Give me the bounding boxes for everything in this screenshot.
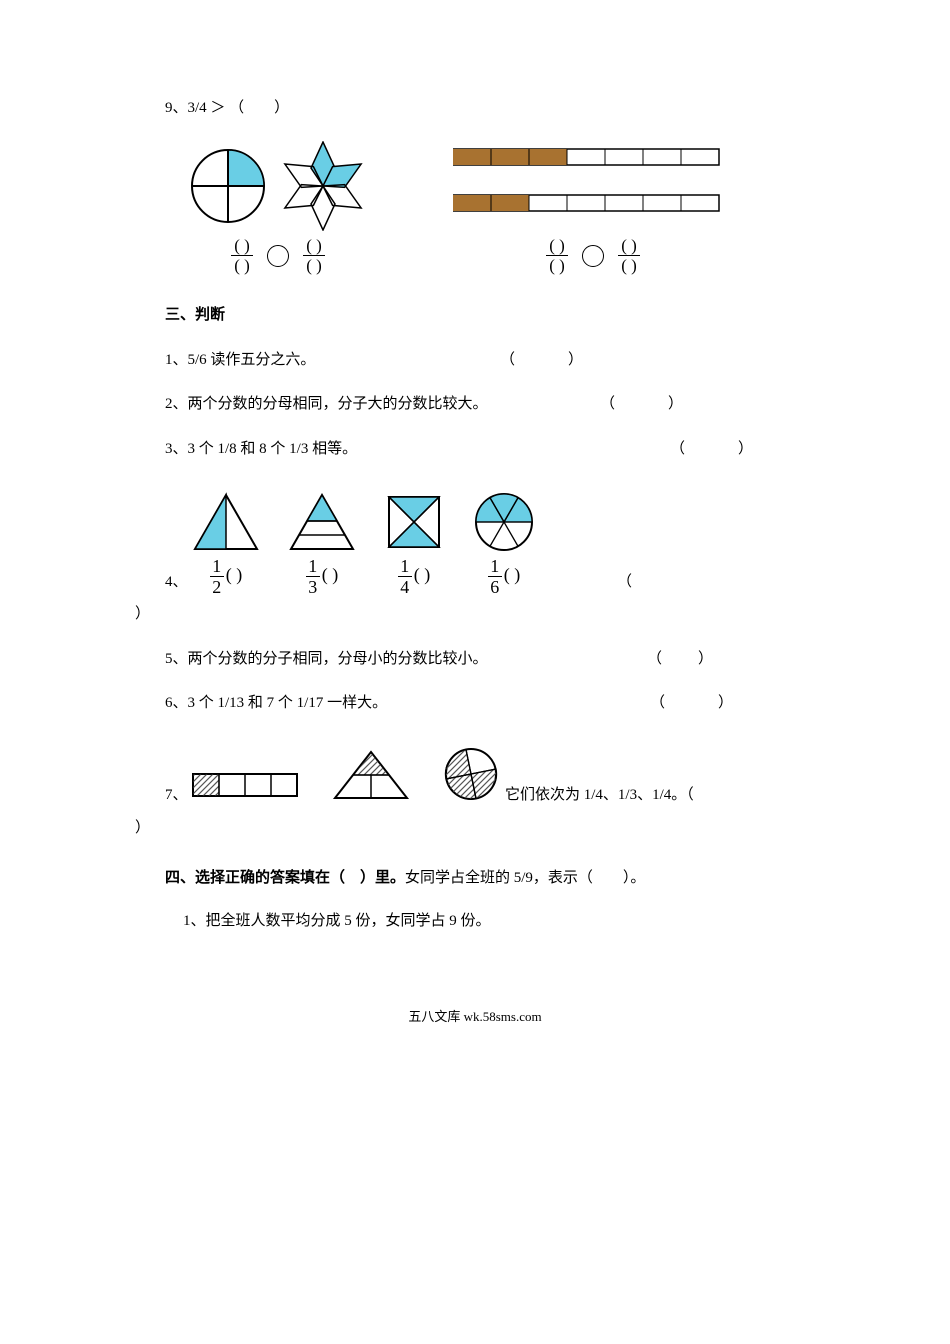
section3-title: 三、判断 [165, 301, 785, 330]
rect4-icon [191, 766, 301, 802]
judge-q4-paren-open: （ [617, 568, 632, 597]
judge-q6: 6、3 个 1/13 和 7 个 1/17 一样大。 （ ） [165, 689, 785, 718]
footer-text: 五八文库 wk.58sms.com [165, 1005, 785, 1030]
circle-six-icon [471, 491, 537, 553]
page: 9、3/4 ＞ （ ） [0, 0, 950, 1070]
frac-placeholder-4: ( ) ( ) [618, 237, 640, 276]
judge-q5-paren: （ ） [647, 645, 715, 674]
section4-lead: 四、选择正确的答案填在（ ）里。 [165, 870, 405, 886]
q4-label-4: 16( ) [488, 557, 521, 596]
q9-text: 9、3/4 ＞ （ ） [165, 100, 289, 116]
fig-right-block: ( ) ( ) ( ) ( ) [453, 141, 733, 276]
figure-row: ( ) ( ) ( ) ( ) [183, 141, 785, 276]
q4-item-4: 16( ) [471, 491, 537, 596]
judge-q4-paren-close: ） [135, 600, 785, 629]
judge-q6-text: 6、3 个 1/13 和 7 个 1/17 一样大。 [165, 689, 387, 718]
compare-circle-icon [582, 245, 604, 267]
q4-item-3: 14( ) [383, 491, 445, 596]
section4-tail: 女同学占全班的 5/9，表示（ ）。 [405, 870, 645, 886]
frac-placeholder-2: ( ) ( ) [303, 237, 325, 276]
judge-q7: 7、 [165, 734, 785, 814]
judge-q5: 5、两个分数的分子相同，分母小的分数比较小。 （ ） [165, 645, 785, 674]
q4-item-1: 12( ) [191, 491, 261, 596]
judge-q1-text: 1、5/6 读作五分之六。 [165, 346, 315, 375]
q4-label-1: 12( ) [210, 557, 243, 596]
judge-q1: 1、5/6 读作五分之六。 （ ） [165, 346, 735, 375]
compare-circle-icon [267, 245, 289, 267]
judge-q2: 2、两个分数的分母相同，分子大的分数比较大。 （ ） [165, 390, 735, 419]
square-x-icon [383, 491, 445, 553]
judge-q4-prefix: 4、 [165, 568, 191, 597]
judge-q2-text: 2、两个分数的分母相同，分子大的分数比较大。 [165, 390, 488, 419]
q4-label-2: 13( ) [306, 557, 339, 596]
tri3-icon [331, 748, 411, 802]
fraction-compare-right: ( ) ( ) ( ) ( ) [546, 237, 640, 276]
judge-q3-text: 3、3 个 1/8 和 8 个 1/3 相等。 [165, 435, 357, 464]
judge-q2-paren: （ ） [600, 390, 685, 419]
fraction-compare-left: ( ) ( ) ( ) ( ) [231, 237, 325, 276]
circle-star-svg [183, 141, 373, 231]
judge-q3: 3、3 个 1/8 和 8 个 1/3 相等。 （ ） [165, 435, 785, 464]
judge-q4: 4、 12( ) 13( ) [165, 479, 785, 600]
judge-q5-text: 5、两个分数的分子相同，分母小的分数比较小。 [165, 645, 488, 674]
bars-svg [453, 141, 733, 231]
q9-line: 9、3/4 ＞ （ ） [165, 94, 785, 123]
triangle-half-icon [191, 491, 261, 553]
judge-q7-tail: 它们依次为 1/4、1/3、1/4。（ [505, 781, 694, 810]
q4-label-3: 14( ) [398, 557, 431, 596]
judge-q7-prefix: 7、 [165, 781, 191, 810]
frac-placeholder-1: ( ) ( ) [231, 237, 253, 276]
judge-q3-paren: （ ） [670, 435, 755, 464]
judge-q6-paren: （ ） [650, 689, 735, 718]
circle4-icon [441, 746, 501, 802]
fig-left-block: ( ) ( ) ( ) ( ) [183, 141, 373, 276]
section4-opt1: 1、把全班人数平均分成 5 份，女同学占 9 份。 [183, 907, 785, 936]
triangle-thirds-icon [287, 491, 357, 553]
frac-placeholder-3: ( ) ( ) [546, 237, 568, 276]
judge-q7-paren-close: ） [135, 814, 785, 843]
section4-title: 四、选择正确的答案填在（ ）里。女同学占全班的 5/9，表示（ ）。 [165, 864, 785, 893]
judge-q1-paren: （ ） [500, 346, 585, 375]
q4-item-2: 13( ) [287, 491, 357, 596]
